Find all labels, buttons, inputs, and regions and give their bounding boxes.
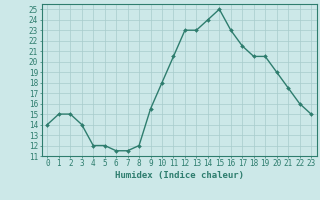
- X-axis label: Humidex (Indice chaleur): Humidex (Indice chaleur): [115, 171, 244, 180]
